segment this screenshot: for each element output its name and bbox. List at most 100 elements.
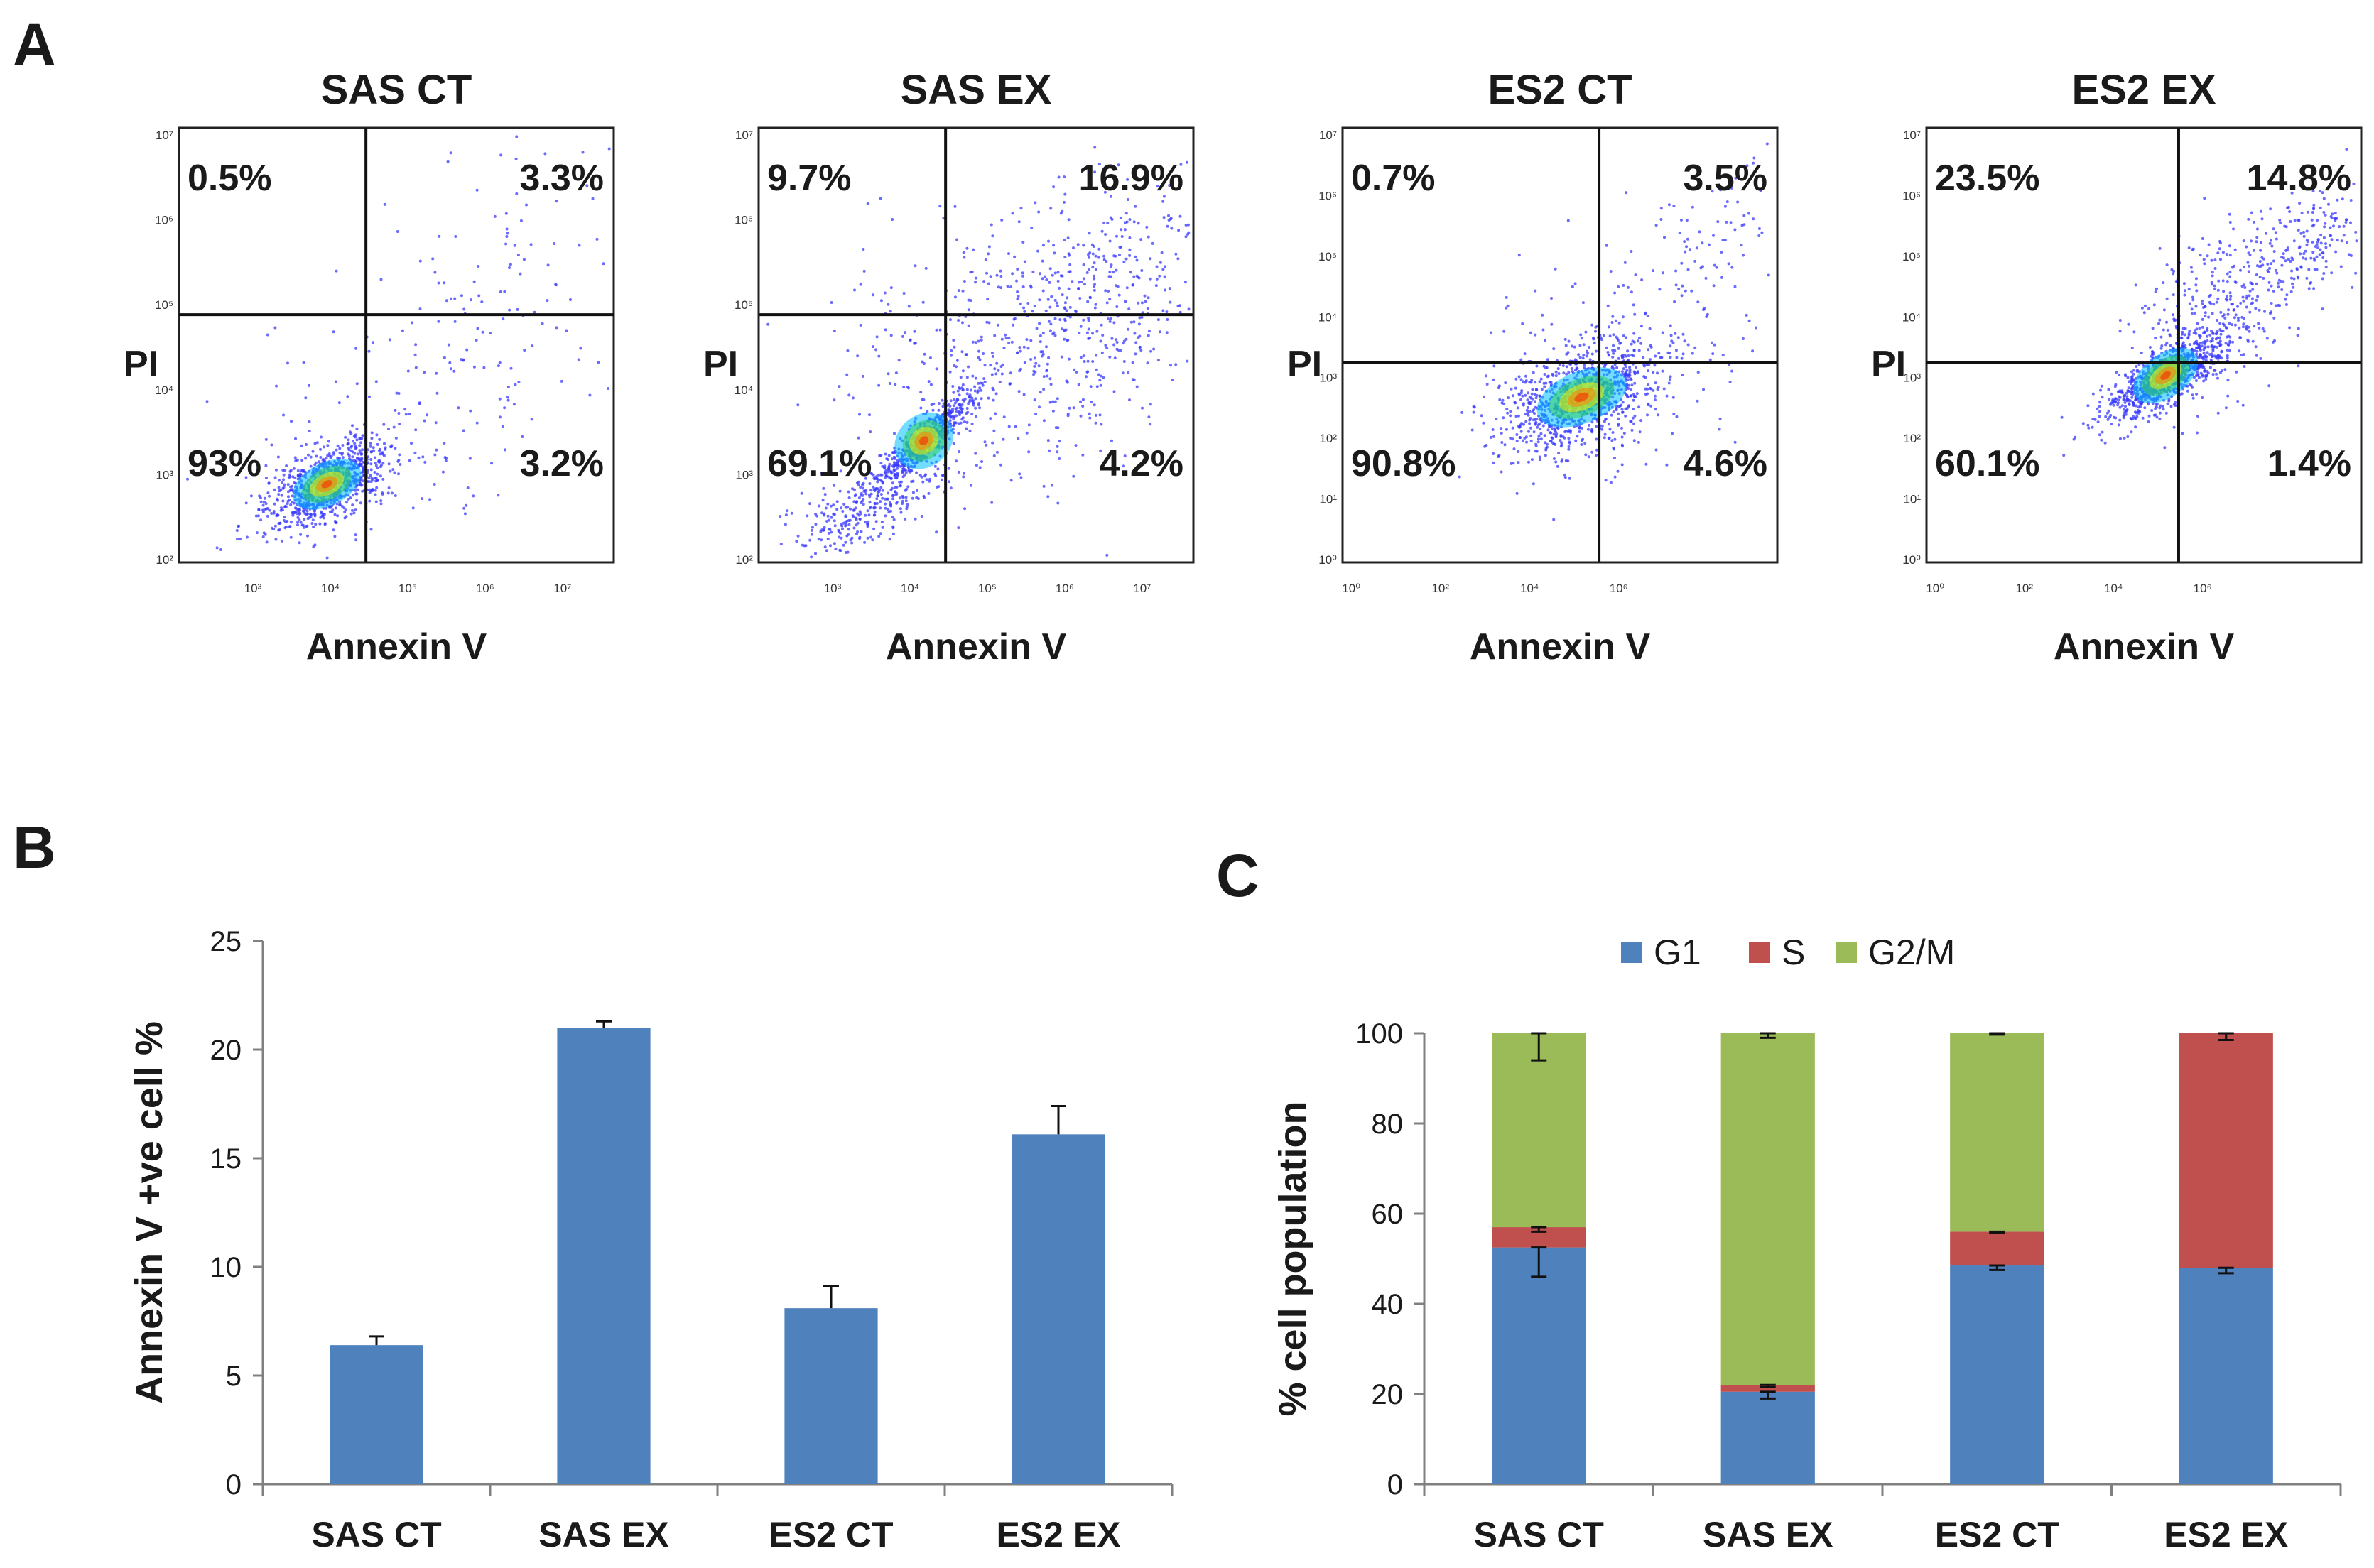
flow-dot xyxy=(1563,436,1566,440)
flow-dot xyxy=(790,511,793,515)
flow-dot xyxy=(376,442,379,446)
flow-dot xyxy=(1048,329,1052,332)
flow-dot xyxy=(1166,318,1169,321)
flow-dot xyxy=(887,458,889,461)
flow-dot xyxy=(2228,339,2232,343)
flow-dot xyxy=(856,512,860,516)
flow-dot xyxy=(1611,349,1615,352)
flow-dot xyxy=(379,474,382,478)
flow-dot xyxy=(417,456,421,459)
flow-dot xyxy=(872,477,876,480)
flow-x-tick: 10⁴ xyxy=(1520,582,1539,595)
flow-dot xyxy=(2277,281,2280,285)
flow-dot xyxy=(2126,435,2130,438)
flow-dot xyxy=(273,524,277,528)
flow-dot xyxy=(977,381,980,385)
flow-dot xyxy=(1048,377,1052,381)
flow-dot xyxy=(2203,368,2206,371)
flow-dot xyxy=(872,485,875,489)
flow-dot xyxy=(1132,283,1135,287)
flow-dot xyxy=(1515,439,1519,442)
flow-dot xyxy=(1538,458,1541,462)
flow-dot xyxy=(891,497,894,501)
flow-dot xyxy=(1577,353,1581,356)
flow-dot xyxy=(1573,282,1577,285)
flow-dot xyxy=(1571,285,1574,288)
flow-dot xyxy=(475,339,478,342)
flow-dot xyxy=(381,451,384,454)
flow-dot xyxy=(2150,409,2154,412)
flow-dot xyxy=(281,481,284,484)
flow-dot xyxy=(516,254,520,257)
flow-dot xyxy=(1755,326,1757,330)
flow-dot xyxy=(894,473,897,477)
flow-dot xyxy=(1158,330,1161,334)
flow-dot xyxy=(268,494,271,498)
flow-dot xyxy=(2191,295,2194,299)
flow-dot xyxy=(1646,383,1649,386)
flow-dot xyxy=(304,396,308,400)
flow-dot xyxy=(1721,239,1725,242)
flow-dot xyxy=(1565,372,1568,376)
flow-dot xyxy=(2130,386,2134,390)
flow-dot xyxy=(987,396,990,400)
flow-dot xyxy=(607,387,610,390)
flow-dot xyxy=(2181,342,2185,346)
flow-dot xyxy=(296,521,300,524)
flow-dot xyxy=(361,434,364,437)
flow-dot xyxy=(1055,301,1058,305)
flow-dot xyxy=(1044,275,1047,278)
flow-dot xyxy=(397,392,401,395)
flow-dot xyxy=(2107,409,2110,413)
flow-dot xyxy=(974,376,977,380)
flow-dot xyxy=(1041,289,1045,293)
flow-dot xyxy=(1551,372,1554,376)
flow-dot xyxy=(338,503,342,506)
flow-dot xyxy=(443,281,446,285)
flow-dot xyxy=(1122,371,1125,375)
flow-dot xyxy=(810,528,813,532)
flow-dot xyxy=(1019,207,1023,210)
flow-density-core xyxy=(1574,392,1589,403)
flow-dot xyxy=(469,409,472,413)
flow-dot xyxy=(1725,220,1728,224)
flow-dot xyxy=(1550,436,1554,440)
flow-dot xyxy=(786,509,789,513)
flow-dot xyxy=(296,523,299,527)
flow-dot xyxy=(359,462,362,466)
flow-dot xyxy=(282,478,285,481)
flow-dot xyxy=(887,372,890,376)
flow-dot xyxy=(1063,192,1067,196)
flow-dot xyxy=(284,525,288,528)
flow-dot xyxy=(2127,389,2130,393)
flow-dot xyxy=(266,507,269,510)
flow-dot xyxy=(2114,397,2117,401)
flow-dot xyxy=(282,413,285,417)
quadrant-lower-right-label: 4.6% xyxy=(1683,443,1767,484)
flow-dot xyxy=(1087,327,1090,331)
flow-dot xyxy=(398,453,401,457)
flow-dot xyxy=(962,475,965,479)
flow-dot xyxy=(1036,249,1040,253)
flow-dot xyxy=(887,475,890,479)
flow-dot xyxy=(891,218,894,221)
flow-dot xyxy=(2126,376,2130,379)
flow-dot xyxy=(948,318,952,322)
flow-dot xyxy=(874,487,878,491)
flow-dot xyxy=(408,459,411,462)
flow-dot xyxy=(319,447,322,451)
flow-dot xyxy=(1039,340,1042,344)
flow-dot xyxy=(1033,398,1036,402)
flow-dot xyxy=(902,386,906,389)
flow-dot xyxy=(985,320,989,324)
flow-dot xyxy=(1617,285,1620,288)
flow-dot xyxy=(1595,454,1598,457)
flow-dot xyxy=(858,517,862,521)
flow-dot xyxy=(546,299,549,303)
flow-dot xyxy=(853,488,856,491)
flow-dot xyxy=(999,463,1003,467)
flow-dot xyxy=(302,361,305,364)
flow-dot xyxy=(864,489,868,492)
